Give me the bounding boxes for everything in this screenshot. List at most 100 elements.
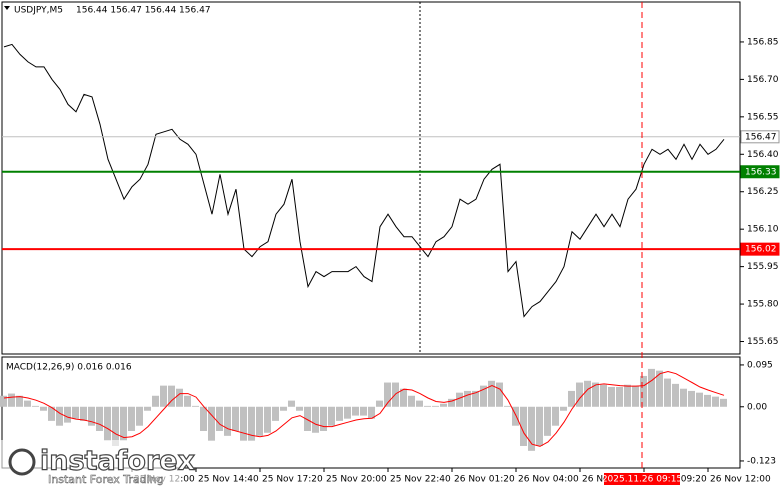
macd-bar bbox=[80, 406, 87, 421]
y-tick-label: -0.123 bbox=[747, 456, 776, 466]
macd-bar bbox=[24, 400, 31, 407]
macd-bar bbox=[480, 385, 487, 407]
macd-bar bbox=[664, 378, 671, 407]
panel-frame bbox=[1, 1, 741, 355]
title-arrow bbox=[4, 6, 10, 10]
macd-bar bbox=[656, 370, 663, 407]
level-label-box bbox=[740, 130, 780, 144]
macd-bar bbox=[640, 375, 647, 407]
macd-bar bbox=[16, 395, 23, 407]
macd-bar bbox=[0, 395, 7, 407]
y-tick-label: 155.65 bbox=[747, 337, 779, 347]
macd-bar bbox=[72, 406, 79, 419]
macd-bar bbox=[488, 380, 495, 407]
macd-bar bbox=[680, 388, 687, 407]
macd-bar bbox=[600, 384, 607, 407]
logo-icon bbox=[8, 448, 36, 476]
macd-bar bbox=[104, 406, 111, 441]
macd-bar bbox=[456, 392, 463, 407]
x-tick-label: 26 Nov 12:00 bbox=[710, 475, 771, 485]
macd-bar bbox=[64, 406, 71, 423]
macd-bar bbox=[440, 403, 447, 407]
macd-bar bbox=[32, 405, 39, 407]
macd-bar bbox=[160, 385, 167, 407]
macd-bar bbox=[672, 383, 679, 407]
y-tick-label: 0.00 bbox=[747, 402, 767, 412]
x-tick-label: 25 Nov 14:40 bbox=[198, 475, 259, 485]
macd-bar bbox=[352, 406, 359, 416]
macd-bar bbox=[376, 400, 383, 407]
macd-bar bbox=[560, 406, 567, 411]
level-label-box bbox=[740, 165, 780, 179]
marker-label-box bbox=[604, 473, 680, 485]
level-label-box bbox=[740, 242, 780, 256]
macd-bar bbox=[592, 382, 599, 407]
macd-bar bbox=[248, 406, 255, 441]
chart-title: MACD(12,26,9) 0.016 0.016 bbox=[6, 363, 132, 373]
macd-bar bbox=[344, 406, 351, 419]
signal-line bbox=[3, 370, 725, 447]
macd-bar bbox=[240, 406, 247, 441]
macd-bar bbox=[88, 406, 95, 426]
macd-bar bbox=[112, 406, 119, 446]
macd-bar bbox=[200, 406, 207, 431]
macd-bar bbox=[432, 405, 439, 407]
macd-bar bbox=[120, 406, 127, 441]
macd-bar bbox=[96, 406, 103, 431]
level-label: 156.47 bbox=[745, 132, 777, 142]
macd-bar bbox=[584, 380, 591, 407]
macd-bar bbox=[520, 406, 527, 446]
macd-bar bbox=[616, 386, 623, 407]
macd-bar bbox=[400, 388, 407, 407]
macd-bar bbox=[424, 405, 431, 407]
y-tick-label: 156.25 bbox=[747, 187, 779, 197]
macd-bar bbox=[512, 406, 519, 426]
macd-bar bbox=[360, 406, 367, 416]
macd-bar bbox=[176, 388, 183, 407]
macd-bar bbox=[704, 394, 711, 407]
macd-bar bbox=[416, 400, 423, 407]
macd-bar bbox=[56, 406, 63, 426]
macd-bar bbox=[528, 406, 535, 451]
macd-bar bbox=[608, 386, 615, 407]
macd-bar bbox=[256, 406, 263, 436]
macd-bar bbox=[624, 384, 631, 407]
macd-bar bbox=[152, 395, 159, 407]
logo-tagline: Instant Forex Trading bbox=[48, 473, 164, 486]
y-tick-label: 156.85 bbox=[747, 37, 779, 47]
macd-bar bbox=[208, 406, 215, 441]
macd-bar bbox=[576, 382, 583, 407]
panel-frame bbox=[1, 356, 741, 469]
macd-bar bbox=[688, 390, 695, 407]
y-tick-label: 0.095 bbox=[747, 360, 773, 370]
chart-subtitle: 156.44 156.47 156.44 156.47 bbox=[76, 6, 211, 16]
x-tick-label: 26 Nov 01:20 bbox=[454, 475, 515, 485]
y-tick-label: 155.80 bbox=[747, 300, 779, 310]
x-tick-label: 25 Nov 20:00 bbox=[326, 475, 387, 485]
macd-bar bbox=[168, 385, 175, 407]
macd-bar bbox=[272, 406, 279, 421]
macd-bar bbox=[720, 398, 727, 407]
macd-bar bbox=[648, 368, 655, 407]
macd-bar bbox=[552, 406, 559, 426]
macd-bar bbox=[184, 395, 191, 407]
macd-bar bbox=[232, 406, 239, 431]
macd-bar bbox=[568, 390, 575, 407]
macd-bar bbox=[408, 395, 415, 407]
macd-bar bbox=[264, 406, 271, 433]
macd-bar bbox=[336, 406, 343, 421]
x-tick-label: 25 Nov 17:20 bbox=[262, 475, 323, 485]
y-tick-label: 155.95 bbox=[747, 262, 779, 272]
chart-title: USDJPY,M5 bbox=[14, 6, 63, 16]
macd-bar bbox=[192, 405, 199, 407]
macd-bar bbox=[368, 406, 375, 419]
macd-bar bbox=[496, 382, 503, 407]
level-label: 156.02 bbox=[745, 245, 777, 255]
macd-bar bbox=[448, 398, 455, 407]
macd-bar bbox=[8, 393, 15, 407]
macd-bar bbox=[128, 406, 135, 431]
marker-label: 2025.11.26 09:15 bbox=[602, 475, 682, 485]
macd-bar bbox=[472, 390, 479, 407]
x-tick-label: 26 Nov 04:00 bbox=[518, 475, 579, 485]
